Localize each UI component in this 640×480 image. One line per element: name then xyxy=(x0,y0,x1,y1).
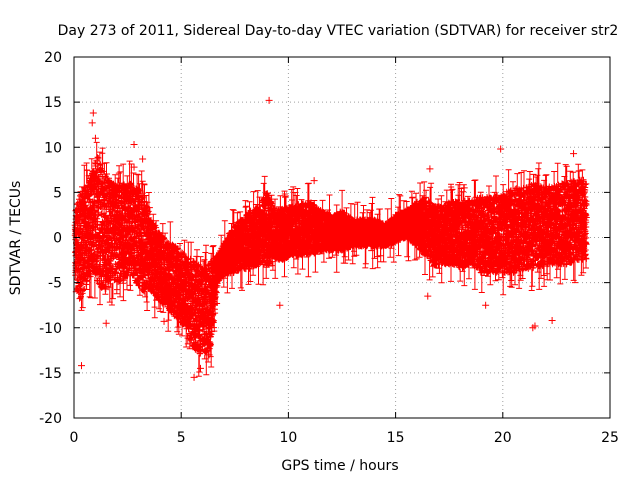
outlier-point xyxy=(205,351,213,359)
y-tick-label: -5 xyxy=(48,276,62,292)
x-tick-label: 0 xyxy=(70,430,79,446)
outlier-point xyxy=(426,165,434,173)
outlier-point xyxy=(265,96,273,104)
outlier-point xyxy=(89,109,97,117)
data-series xyxy=(71,96,590,381)
y-tick-label: -20 xyxy=(39,411,62,427)
outlier-point xyxy=(78,362,86,370)
x-tick-label: 10 xyxy=(279,430,297,446)
outlier-point xyxy=(310,177,318,185)
x-tick-label: 20 xyxy=(494,430,512,446)
y-tick-label: 20 xyxy=(44,50,62,66)
outlier-point xyxy=(130,163,138,171)
y-tick-label: 5 xyxy=(53,185,62,201)
outlier-point xyxy=(276,301,284,309)
chart-title: Day 273 of 2011, Sidereal Day-to-day VTE… xyxy=(58,23,619,39)
x-tick-label: 25 xyxy=(601,430,619,446)
y-tick-label: 10 xyxy=(44,140,62,156)
y-tick-label: 15 xyxy=(44,95,62,111)
data-cloud xyxy=(71,141,590,377)
outlier-point xyxy=(460,184,468,192)
outlier-point xyxy=(102,319,110,327)
outlier-point xyxy=(482,301,490,309)
y-axis-title: SDTVAR / TECUs xyxy=(8,181,24,296)
x-tick-label: 15 xyxy=(387,430,405,446)
outlier-point xyxy=(548,317,556,325)
outlier-point xyxy=(130,141,138,149)
outlier-point xyxy=(190,373,198,381)
y-tick-label: -15 xyxy=(39,366,62,382)
outlier-point xyxy=(91,134,99,142)
outlier-point xyxy=(570,150,578,158)
outlier-point xyxy=(424,292,432,300)
ticks: -20 -15 -10 -5 0 5 10 15 20 0 5 10 15 20 25 xyxy=(39,50,619,446)
outlier-point xyxy=(160,317,168,325)
outlier-point xyxy=(196,364,204,372)
outlier-point xyxy=(139,155,147,163)
x-axis-title: GPS time / hours xyxy=(281,458,398,474)
y-tick-label: -10 xyxy=(39,321,62,337)
series-sdtvar xyxy=(71,96,590,381)
outlier-point xyxy=(88,119,96,127)
x-tick-label: 5 xyxy=(177,430,186,446)
outlier-point xyxy=(497,145,505,153)
outlier-point xyxy=(531,322,539,330)
y-tick-label: 0 xyxy=(53,231,62,247)
